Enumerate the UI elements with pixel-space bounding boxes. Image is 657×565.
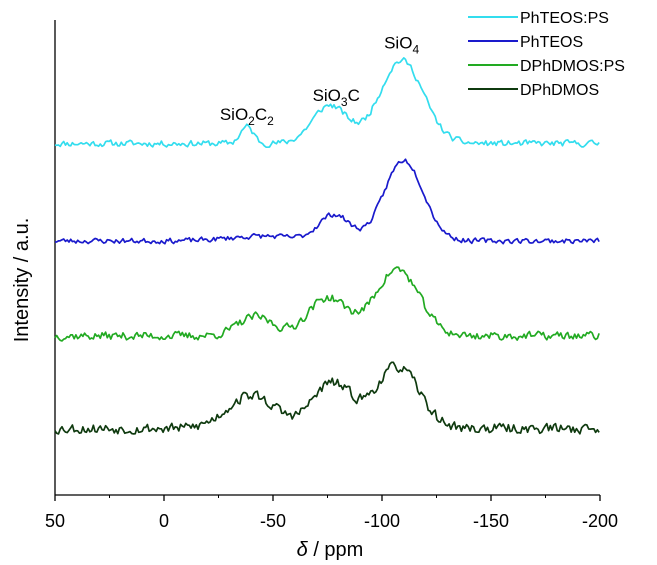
series-line-phteos	[54, 158, 600, 245]
series-line-dphdmos	[54, 361, 600, 435]
y-axis-label: Intensity / a.u.	[11, 218, 33, 343]
annotations: SiO2C2 SiO3C SiO4	[220, 34, 420, 128]
series-layer	[54, 57, 600, 435]
series-line-dphdmos-ps	[54, 266, 600, 342]
peak-annotation: SiO2C2	[220, 105, 274, 128]
x-tick-label: -100	[364, 511, 400, 531]
x-tick-label: 0	[159, 511, 169, 531]
x-axis-label-unit: / ppm	[308, 539, 364, 561]
legend-label: PhTEOS:PS	[520, 10, 609, 27]
axes: 50 0 -50 -100 -150 -200	[45, 20, 618, 531]
x-tick-label: -200	[582, 511, 618, 531]
series-line-phteos-ps	[54, 57, 600, 149]
peak-annotation: SiO3C	[313, 86, 360, 109]
peak-annotation: SiO4	[384, 34, 419, 57]
x-tick-label: 50	[45, 511, 65, 531]
x-axis-label: δ / ppm	[297, 539, 364, 561]
legend-label: PhTEOS	[520, 34, 583, 51]
legend-label: DPhDMOS:PS	[520, 58, 625, 75]
legend: PhTEOS:PS PhTEOS DPhDMOS:PS DPhDMOS	[468, 10, 625, 99]
x-axis-label-symbol: δ	[297, 539, 309, 561]
x-tick-label: -50	[260, 511, 286, 531]
x-tick-label: -150	[473, 511, 509, 531]
legend-label: DPhDMOS	[520, 82, 599, 99]
